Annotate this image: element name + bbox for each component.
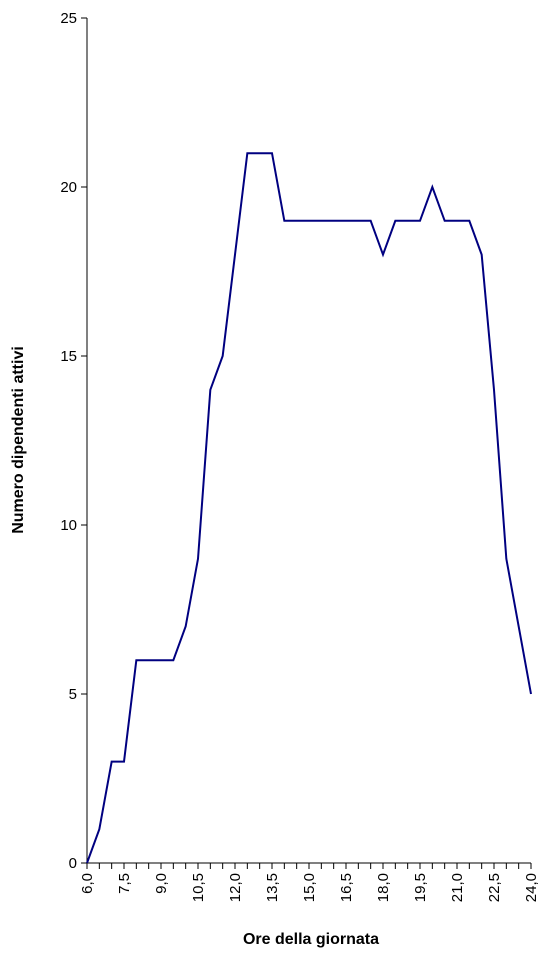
- x-tick-label: 21,0: [449, 873, 466, 902]
- y-tick-label: 25: [60, 10, 77, 27]
- y-axis: 0 5 10 15 20 25: [60, 10, 88, 872]
- x-tick-label: 22,5: [486, 873, 503, 902]
- x-tick-label: 15,0: [301, 873, 318, 902]
- y-tick-label: 15: [60, 348, 77, 365]
- x-axis-title: Ore della giornata: [243, 931, 379, 948]
- y-axis-title: Numero dipendenti attivi: [10, 346, 27, 534]
- x-axis: 6,0 7,5 9,0 10,5 12,0 13,5 15,0 16,5 18,0 19,5 21,…: [79, 862, 540, 902]
- y-tick-label: 5: [69, 686, 77, 703]
- x-tick-label: 18,0: [375, 873, 392, 902]
- x-tick-label: 13,5: [264, 873, 281, 902]
- x-tick-label: 12,0: [227, 873, 244, 902]
- series-layer: [86, 152, 532, 864]
- x-tick-label: 10,5: [190, 873, 207, 902]
- x-tick-label: 19,5: [412, 873, 429, 902]
- x-tick-label: 24,0: [523, 873, 540, 902]
- y-tick-label: 10: [60, 517, 77, 534]
- series-line: [86, 152, 532, 864]
- y-tick-label: 0: [69, 855, 77, 872]
- y-tick-label: 20: [60, 179, 77, 196]
- x-tick-label: 16,5: [338, 873, 355, 902]
- x-tick-label: 6,0: [79, 873, 96, 894]
- x-tick-label: 7,5: [116, 873, 133, 894]
- x-tick-label: 9,0: [153, 873, 170, 894]
